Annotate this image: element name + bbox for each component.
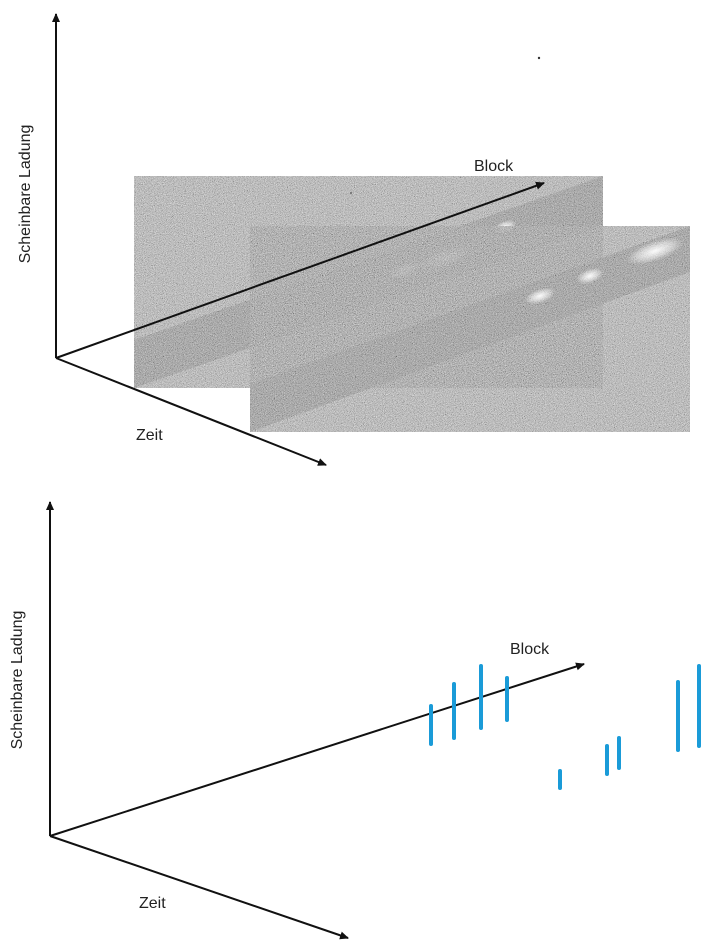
bottom-panel: Scheinbare Ladung Block Zeit <box>9 501 701 940</box>
top-panel: Scheinbare Ladung Block Zeit <box>17 13 690 466</box>
stray-dot <box>537 56 541 60</box>
strip-back-bright-spots <box>387 220 517 279</box>
pulse-bars-back-row <box>429 664 509 746</box>
bottom-z-axis-label: Block <box>510 641 550 658</box>
noise-strip-front <box>250 226 690 432</box>
bottom-x-axis-zeit <box>49 835 349 940</box>
bottom-x-axis-label: Zeit <box>139 895 166 912</box>
strip-front-bright-spots <box>524 237 684 305</box>
bottom-y-axis-label: Scheinbare Ladung <box>9 611 26 750</box>
stray-dot <box>350 192 352 194</box>
bottom-z-axis-block <box>49 662 585 837</box>
top-x-axis-label: Zeit <box>136 427 163 444</box>
top-z-axis-label: Block <box>474 158 514 175</box>
top-z-axis-block <box>55 181 545 359</box>
noise-strip-back <box>134 176 603 388</box>
pulse-bars-front-row <box>558 664 701 790</box>
top-y-axis-label: Scheinbare Ladung <box>17 125 34 264</box>
top-x-axis-zeit <box>55 357 327 466</box>
